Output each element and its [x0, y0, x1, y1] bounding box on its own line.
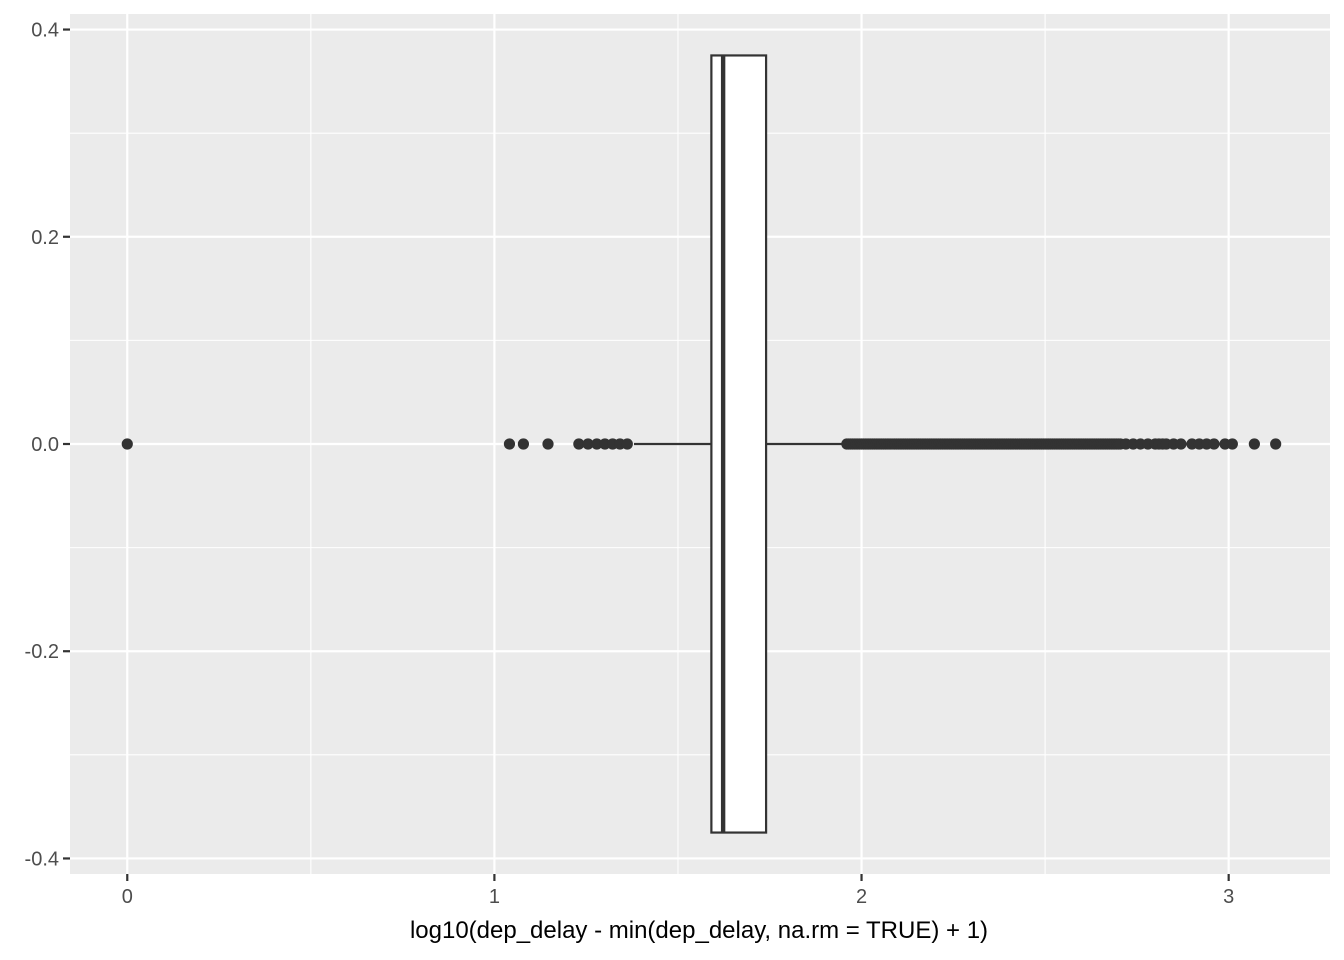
y-axis: -0.4 -0.2 0.0 0.2 0.4	[25, 20, 70, 870]
box	[710, 54, 768, 834]
outlier-point	[1208, 438, 1220, 450]
outlier-point	[1175, 438, 1187, 450]
x-axis-title: log10(dep_delay - min(dep_delay, na.rm =…	[410, 917, 988, 944]
outlier-point	[582, 438, 594, 450]
y-tick-label: 0.4	[31, 20, 59, 42]
outlier-point	[621, 438, 633, 450]
outlier-point	[599, 438, 611, 450]
y-tick-label: 0.2	[31, 227, 59, 249]
y-tick-label: -0.4	[25, 848, 59, 870]
outlier-point	[573, 438, 585, 450]
y-tick-label: -0.2	[25, 641, 59, 663]
outliers	[121, 438, 1282, 450]
outlier-point	[517, 438, 530, 450]
iqr-box	[710, 54, 768, 834]
outlier-point	[503, 438, 516, 450]
y-tick-label: 0.0	[31, 434, 59, 456]
outlier-point	[1270, 438, 1282, 450]
outlier-point	[542, 438, 554, 450]
outlier-point	[1226, 438, 1238, 450]
x-tick-label: 0	[122, 886, 133, 908]
x-tick-label: 3	[1223, 886, 1234, 908]
x-axis: 0 1 2 3	[122, 874, 1234, 908]
outlier-point	[121, 438, 133, 450]
outlier-point	[1248, 438, 1260, 450]
x-tick-label: 2	[856, 886, 867, 908]
outlier-point	[591, 438, 603, 450]
x-tick-label: 1	[489, 886, 500, 908]
